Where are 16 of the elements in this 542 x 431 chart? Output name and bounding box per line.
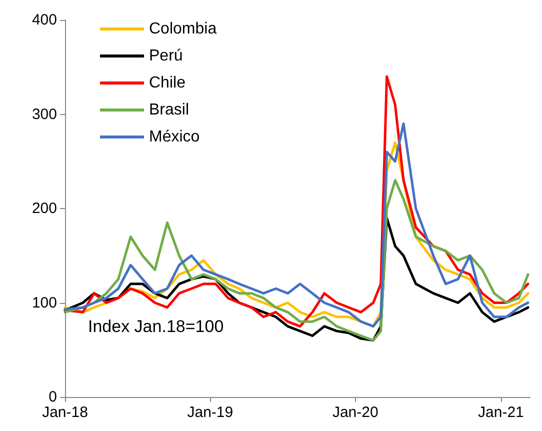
x-tick-label: Jan-19	[187, 404, 234, 421]
y-tick-label: 400	[32, 12, 57, 28]
y-tick-label: 200	[32, 200, 57, 217]
x-tick-label: Jan-20	[332, 404, 378, 421]
legend-label: Brasil	[149, 102, 190, 118]
annotation: Index Jan.18=100	[88, 317, 224, 336]
line-series	[64, 178, 530, 342]
y-tick-label: 300	[32, 106, 57, 123]
legend-label: México	[149, 128, 200, 146]
y-tick-label: 0	[48, 388, 57, 406]
y-tick-label: 100	[32, 294, 57, 312]
legend-label: Perú	[149, 48, 183, 64]
x-tick-label: Jan-21	[478, 404, 524, 421]
legend-label: Chile	[149, 74, 186, 92]
x-tick-label: Jan-18	[42, 404, 88, 421]
legend-label: Colombia	[149, 20, 217, 38]
